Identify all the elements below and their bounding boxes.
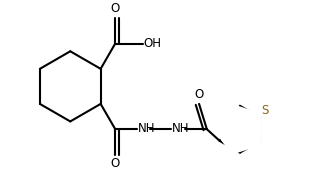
Text: NH: NH bbox=[138, 122, 155, 135]
Text: O: O bbox=[110, 158, 120, 171]
Text: OH: OH bbox=[144, 37, 162, 50]
Text: S: S bbox=[261, 103, 269, 117]
Polygon shape bbox=[217, 107, 259, 152]
Text: O: O bbox=[110, 2, 120, 15]
Text: O: O bbox=[194, 88, 204, 101]
Text: NH: NH bbox=[172, 122, 189, 135]
